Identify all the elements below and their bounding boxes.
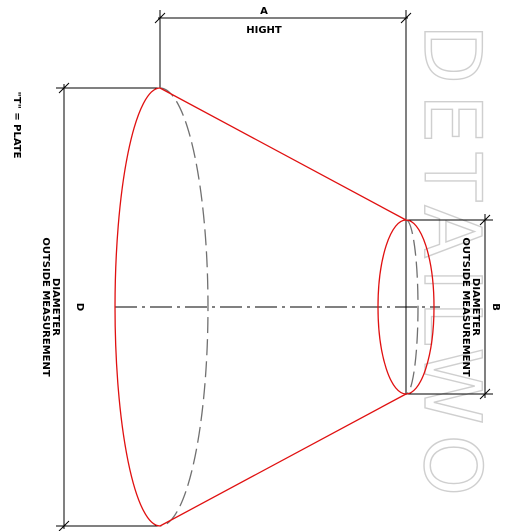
plate-note: "T" = PLATE [11, 92, 22, 159]
dim-d-line1: DIAMETER [50, 278, 61, 336]
large-end-visible [114, 87, 161, 527]
dim-b-labels: B DIAMETER OUTSIDE MEASUREMENT [460, 237, 501, 377]
dim-a-letter: A [260, 6, 268, 17]
small-end-ellipse [377, 219, 435, 395]
cone-outline [114, 87, 435, 527]
hidden-edges [159, 87, 419, 527]
plate-note-group: "T" = PLATE [11, 92, 22, 159]
dim-d-tick-bottom [58, 520, 70, 531]
cone-bottom-edge [159, 393, 407, 527]
dim-b-tick-bottom [479, 388, 491, 400]
dim-d-line2: OUTSIDE MEASUREMENT [40, 237, 51, 377]
dimension-lines [56, 10, 493, 531]
dim-d-labels: D DIAMETER OUTSIDE MEASUREMENT [40, 237, 85, 377]
dim-a-tick-left [154, 12, 166, 24]
dim-d-letter: D [74, 303, 85, 311]
watermark-text: DETAILWO [406, 24, 496, 506]
cone-top-edge [159, 87, 407, 221]
dim-b-line1: DIAMETER [470, 278, 481, 336]
watermark: DETAILWO [405, 23, 496, 507]
dim-b-tick-top [479, 214, 491, 226]
hidden-edge-small [405, 219, 419, 395]
dim-b-letter: B [490, 303, 501, 311]
dim-a-tick-right [400, 12, 412, 24]
dim-d-tick-top [58, 82, 70, 94]
hidden-edge-large [159, 87, 209, 527]
dim-b-line2: OUTSIDE MEASUREMENT [460, 237, 471, 377]
dim-a-label: HIGHT [246, 25, 282, 36]
